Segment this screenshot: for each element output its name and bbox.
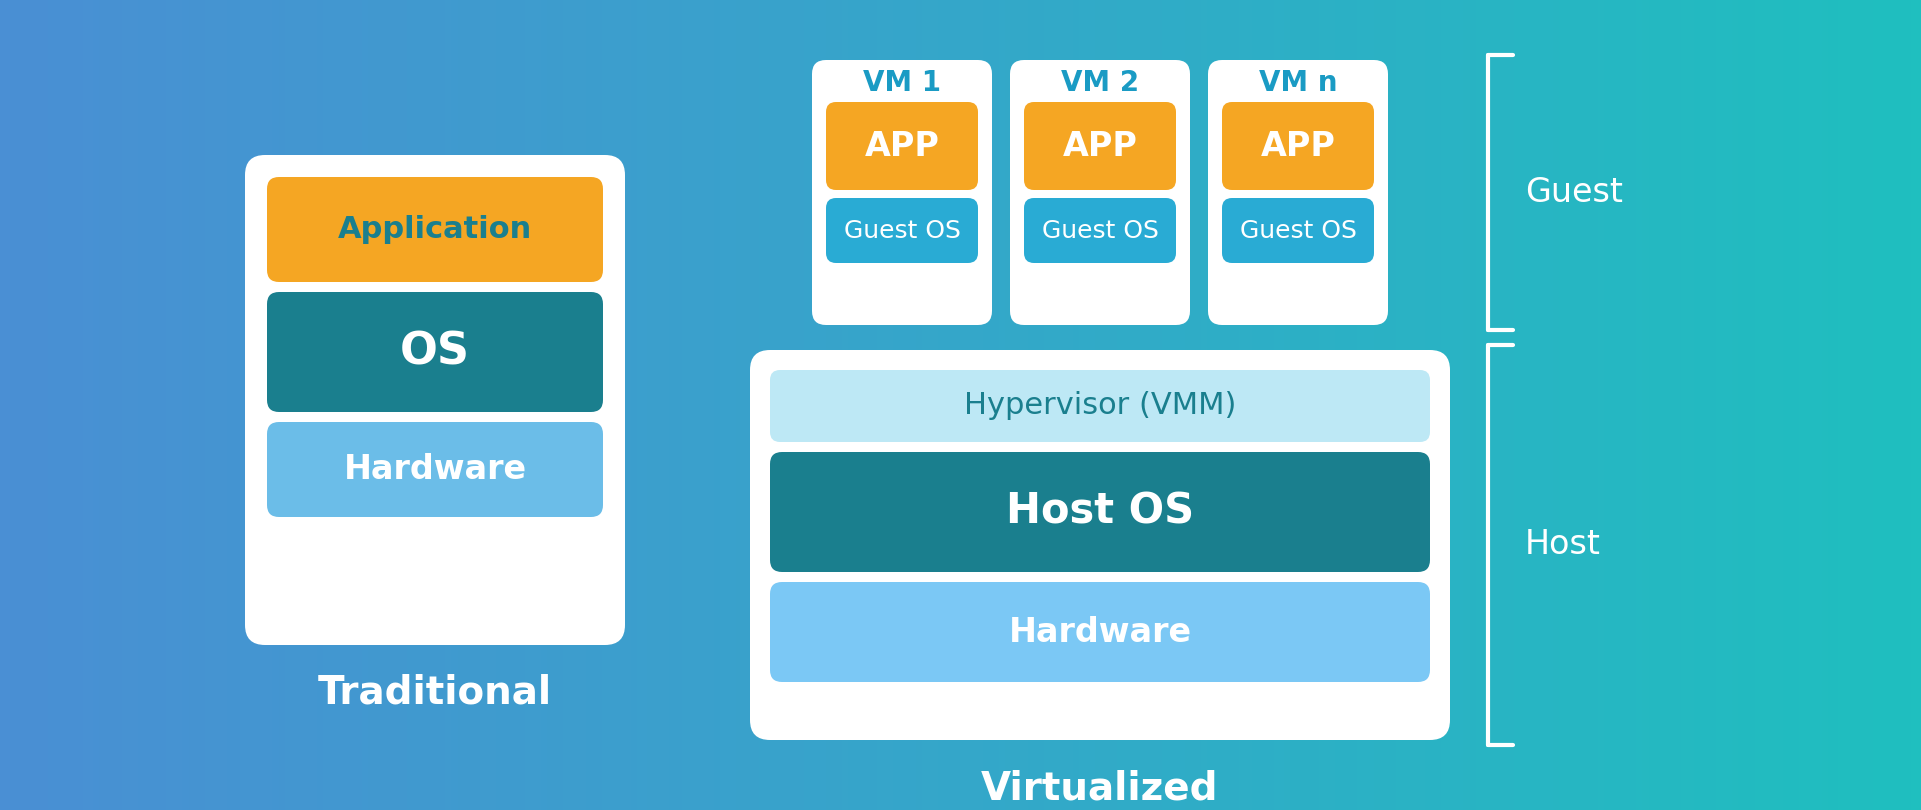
FancyBboxPatch shape bbox=[1024, 198, 1176, 263]
Text: Guest OS: Guest OS bbox=[1041, 219, 1158, 242]
Text: Application: Application bbox=[338, 215, 532, 244]
Text: APP: APP bbox=[1062, 130, 1137, 163]
Text: Guest OS: Guest OS bbox=[843, 219, 960, 242]
Text: OS: OS bbox=[400, 330, 471, 373]
Text: Host OS: Host OS bbox=[1007, 491, 1195, 533]
FancyBboxPatch shape bbox=[1208, 60, 1389, 325]
Text: VM n: VM n bbox=[1258, 69, 1337, 97]
Text: APP: APP bbox=[1260, 130, 1335, 163]
FancyBboxPatch shape bbox=[1010, 60, 1189, 325]
FancyBboxPatch shape bbox=[1024, 102, 1176, 190]
FancyBboxPatch shape bbox=[770, 582, 1429, 682]
Text: Hardware: Hardware bbox=[344, 453, 526, 486]
Text: VM 2: VM 2 bbox=[1060, 69, 1139, 97]
Text: APP: APP bbox=[864, 130, 939, 163]
FancyBboxPatch shape bbox=[246, 155, 624, 645]
FancyBboxPatch shape bbox=[749, 350, 1450, 740]
Text: VM 1: VM 1 bbox=[863, 69, 941, 97]
FancyBboxPatch shape bbox=[267, 292, 603, 412]
FancyBboxPatch shape bbox=[267, 422, 603, 517]
FancyBboxPatch shape bbox=[813, 60, 991, 325]
FancyBboxPatch shape bbox=[770, 452, 1429, 572]
Text: Guest: Guest bbox=[1525, 176, 1623, 209]
FancyBboxPatch shape bbox=[1222, 198, 1374, 263]
Text: Hypervisor (VMM): Hypervisor (VMM) bbox=[964, 391, 1237, 420]
FancyBboxPatch shape bbox=[826, 102, 978, 190]
FancyBboxPatch shape bbox=[826, 198, 978, 263]
FancyBboxPatch shape bbox=[770, 370, 1429, 442]
Text: Host: Host bbox=[1525, 528, 1600, 561]
Text: Guest OS: Guest OS bbox=[1239, 219, 1356, 242]
FancyBboxPatch shape bbox=[267, 177, 603, 282]
Text: Traditional: Traditional bbox=[319, 674, 551, 712]
Text: Virtualized: Virtualized bbox=[982, 769, 1218, 807]
Text: Hardware: Hardware bbox=[1009, 616, 1191, 649]
FancyBboxPatch shape bbox=[1222, 102, 1374, 190]
